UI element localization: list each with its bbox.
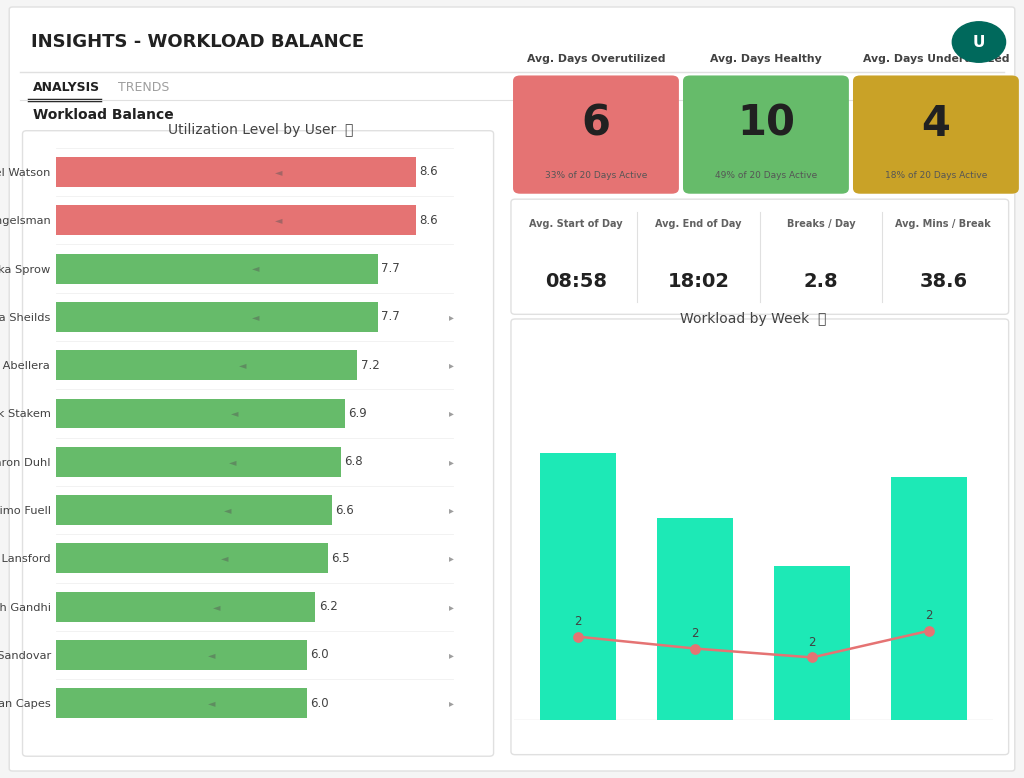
Text: 6.0: 6.0 <box>310 697 329 710</box>
Text: ▸: ▸ <box>449 553 454 563</box>
Text: 6.5: 6.5 <box>332 552 350 565</box>
Text: 10: 10 <box>737 103 795 145</box>
Text: INSIGHTS - WORKLOAD BALANCE: INSIGHTS - WORKLOAD BALANCE <box>31 33 364 51</box>
Text: ◄: ◄ <box>208 650 215 660</box>
Point <box>570 630 587 643</box>
Text: ◄: ◄ <box>252 264 260 274</box>
Text: ANALYSIS: ANALYSIS <box>33 82 100 94</box>
FancyBboxPatch shape <box>511 199 1009 314</box>
Title: Utilization Level by User  ⓘ: Utilization Level by User ⓘ <box>168 123 354 137</box>
Bar <box>56 302 378 332</box>
FancyBboxPatch shape <box>853 75 1019 194</box>
Text: ◄: ◄ <box>208 699 215 708</box>
Text: 6.9: 6.9 <box>348 407 367 420</box>
Text: Avg. Days Overutilized: Avg. Days Overutilized <box>526 54 666 64</box>
Text: Breaks / Day: Breaks / Day <box>786 219 855 229</box>
Bar <box>56 350 357 380</box>
Text: 7.7: 7.7 <box>382 310 400 324</box>
Text: Workload Balance: Workload Balance <box>33 108 173 122</box>
Point <box>687 643 703 655</box>
Bar <box>56 689 307 718</box>
Text: 6.0: 6.0 <box>310 649 329 661</box>
Bar <box>56 398 345 429</box>
Circle shape <box>952 22 1006 62</box>
FancyBboxPatch shape <box>9 7 1015 771</box>
Text: 6.8: 6.8 <box>344 455 362 468</box>
Text: 2.8: 2.8 <box>804 272 839 291</box>
Text: Avg. Mins / Break: Avg. Mins / Break <box>895 219 991 229</box>
Point <box>804 651 820 664</box>
Bar <box>56 157 416 187</box>
Text: ◄: ◄ <box>275 216 283 226</box>
Bar <box>56 543 328 573</box>
Bar <box>56 205 416 235</box>
Bar <box>541 453 616 720</box>
Bar <box>56 447 341 477</box>
Text: ▸: ▸ <box>449 408 454 419</box>
Text: ◄: ◄ <box>221 553 228 563</box>
Text: ◄: ◄ <box>240 360 247 370</box>
Text: 08:58: 08:58 <box>545 272 607 291</box>
Bar <box>56 592 315 622</box>
Text: ▸: ▸ <box>449 505 454 515</box>
Text: TRENDS: TRENDS <box>118 82 169 94</box>
Text: ▸: ▸ <box>449 457 454 467</box>
Text: ▸: ▸ <box>449 699 454 708</box>
Text: 2: 2 <box>691 627 699 640</box>
Bar <box>657 518 733 720</box>
Text: 6: 6 <box>582 103 610 145</box>
Text: 2: 2 <box>574 615 582 629</box>
Text: ◄: ◄ <box>228 457 237 467</box>
Text: 7.2: 7.2 <box>360 359 379 372</box>
Text: 33% of 20 Days Active: 33% of 20 Days Active <box>545 171 647 180</box>
Text: 7.7: 7.7 <box>382 262 400 275</box>
Text: ▸: ▸ <box>449 312 454 322</box>
Text: 18:02: 18:02 <box>668 272 730 291</box>
Text: ◄: ◄ <box>223 505 231 515</box>
Bar <box>56 495 332 525</box>
Text: ◄: ◄ <box>275 167 283 177</box>
Text: 8.6: 8.6 <box>419 214 437 226</box>
Point <box>921 625 937 637</box>
Text: 38.6: 38.6 <box>920 272 968 291</box>
Text: U: U <box>973 34 985 50</box>
Bar <box>56 640 307 670</box>
Bar <box>774 566 850 720</box>
Text: 6.2: 6.2 <box>318 600 338 613</box>
Text: Avg. Days Underutilized: Avg. Days Underutilized <box>862 54 1010 64</box>
Text: ◄: ◄ <box>213 601 221 612</box>
Text: Avg. End of Day: Avg. End of Day <box>655 219 741 229</box>
FancyBboxPatch shape <box>23 131 494 756</box>
Title: Workload by Week  ⓘ: Workload by Week ⓘ <box>681 313 826 327</box>
Text: Avg. Start of Day: Avg. Start of Day <box>529 219 623 229</box>
Text: Avg. Days Healthy: Avg. Days Healthy <box>710 54 822 64</box>
Text: ▸: ▸ <box>449 360 454 370</box>
Text: ◄: ◄ <box>252 312 260 322</box>
Text: ◄: ◄ <box>231 408 239 419</box>
Bar <box>56 254 378 283</box>
Text: ▸: ▸ <box>449 601 454 612</box>
Text: 18% of 20 Days Active: 18% of 20 Days Active <box>885 171 987 180</box>
Text: 49% of 20 Days Active: 49% of 20 Days Active <box>715 171 817 180</box>
Text: 2: 2 <box>808 636 816 649</box>
Text: 8.6: 8.6 <box>419 166 437 178</box>
Text: 4: 4 <box>922 103 950 145</box>
Text: 2: 2 <box>926 609 933 622</box>
FancyBboxPatch shape <box>513 75 679 194</box>
Bar <box>891 477 967 720</box>
Text: ▸: ▸ <box>449 650 454 660</box>
Text: 6.6: 6.6 <box>336 503 354 517</box>
FancyBboxPatch shape <box>683 75 849 194</box>
FancyBboxPatch shape <box>511 319 1009 755</box>
